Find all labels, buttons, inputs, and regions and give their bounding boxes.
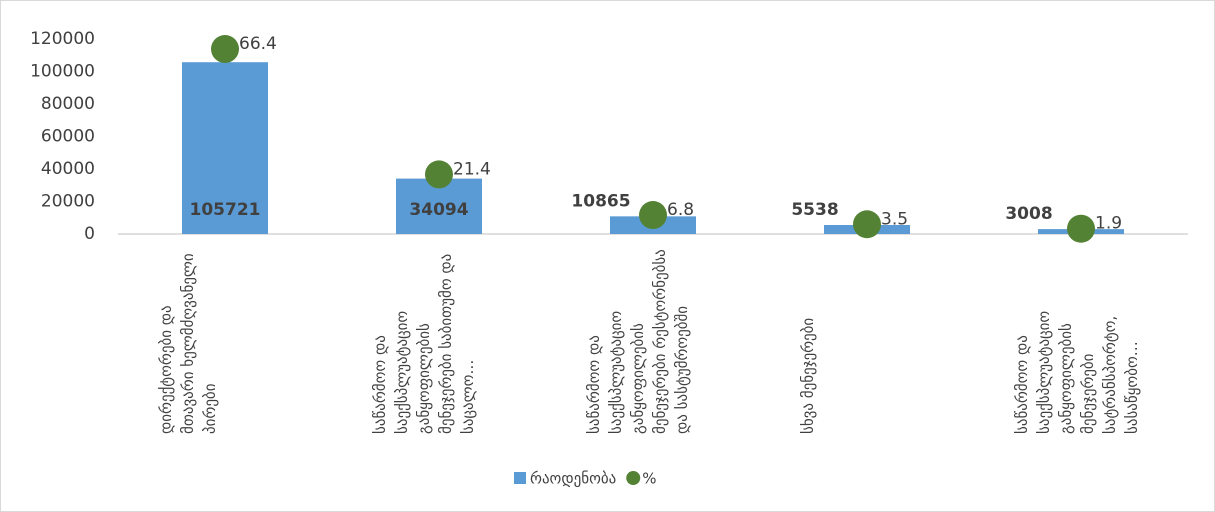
y-tick-label: 80000 xyxy=(41,94,95,114)
y-tick-label: 20000 xyxy=(41,192,95,212)
marker xyxy=(1067,214,1095,243)
legend-label: რაოდენობა xyxy=(530,470,616,488)
y-tick-label: 100000 xyxy=(30,62,95,82)
data-label: 66.4 xyxy=(239,34,277,54)
y-tick-label: 0 xyxy=(84,224,95,244)
data-label: 6.8 xyxy=(667,200,694,220)
y-tick-label: 120000 xyxy=(30,29,95,49)
y-tick-label: 60000 xyxy=(41,127,95,147)
x-tick-label: დირექტორები და მთავარი ხელმძღვანელი პირე… xyxy=(157,253,219,434)
marker xyxy=(425,160,453,189)
data-label: 3008 xyxy=(1005,204,1052,224)
data-label: 21.4 xyxy=(453,159,491,179)
x-tick-label: სხვა მენეჯერები xyxy=(799,317,817,434)
data-label: 34094 xyxy=(409,200,468,220)
bar xyxy=(182,62,268,235)
data-label: 1.9 xyxy=(1095,214,1122,234)
x-tick-label: საწარმოო და საექსპლუატაციო განყოფილების … xyxy=(585,249,691,434)
data-label: 105721 xyxy=(190,200,261,220)
marker xyxy=(211,35,239,64)
data-label: 3.5 xyxy=(881,209,908,229)
marker xyxy=(639,201,667,230)
y-tick-label: 40000 xyxy=(41,159,95,179)
data-label: 10865 xyxy=(571,191,630,211)
data-label: 5538 xyxy=(791,200,838,220)
legend-swatch xyxy=(514,472,526,484)
x-tick-label: საწარმოო და საექსპლუატაციო განყოფილების … xyxy=(1013,310,1141,434)
x-tick-label: საწარმოო და საექსპლუატაციო განყოფილების … xyxy=(371,253,477,434)
legend-label: % xyxy=(642,470,656,488)
legend-swatch xyxy=(626,471,641,485)
marker xyxy=(853,210,881,239)
